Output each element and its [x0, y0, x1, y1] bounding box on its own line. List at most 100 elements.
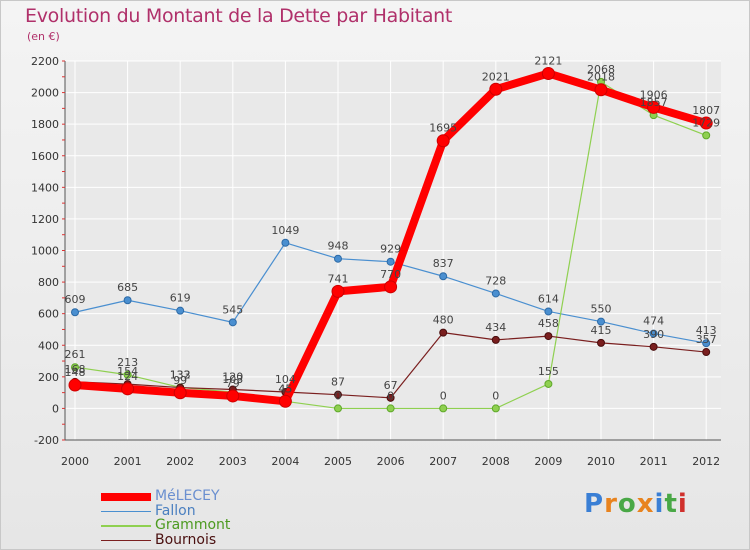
data-point-bournois	[544, 332, 553, 341]
data-point-fallon	[176, 306, 185, 315]
y-tick-label: 200	[38, 371, 59, 384]
data-label-bournois: 120	[222, 370, 243, 383]
legend-label-fallon: Fallon	[155, 502, 196, 519]
data-point-bournois	[334, 390, 342, 399]
legend-swatch-mlecey	[101, 493, 151, 501]
data-point-fallon	[228, 318, 237, 327]
data-label-fallon: 929	[380, 243, 401, 256]
x-tick-label: 2006	[377, 455, 405, 468]
y-tick-label: 600	[38, 308, 59, 321]
data-label-mlecey: 45	[278, 382, 292, 395]
data-label-bournois: 357	[696, 333, 717, 346]
data-point-grammont	[71, 363, 79, 372]
data-point-fallon	[597, 317, 605, 326]
y-tick-label: 1000	[31, 245, 59, 258]
x-tick-label: 2002	[166, 455, 194, 468]
data-point-fallon	[123, 296, 132, 305]
chart-unit: (en €)	[27, 30, 60, 43]
data-label-fallon: 545	[222, 303, 243, 316]
data-label-grammont: 1729	[692, 116, 720, 129]
data-label-grammont: 155	[538, 365, 559, 378]
data-label-grammont: 261	[65, 348, 86, 361]
data-point-mlecey	[699, 116, 713, 130]
data-point-fallon	[334, 254, 342, 263]
x-tick-label: 2011	[640, 455, 668, 468]
data-point-fallon	[544, 307, 553, 316]
data-point-mlecey	[647, 100, 661, 114]
data-label-grammont: 103	[222, 373, 243, 386]
data-label-fallon: 413	[696, 324, 717, 337]
data-label-fallon: 948	[328, 240, 349, 253]
data-label-mlecey: 1807	[692, 104, 720, 117]
x-tick-label: 2003	[219, 455, 247, 468]
y-tick-label: 0	[52, 402, 59, 415]
y-tick-label: 1400	[31, 181, 59, 194]
y-tick-label: 2200	[31, 55, 59, 68]
data-point-grammont	[544, 379, 553, 388]
data-label-grammont: 0	[387, 389, 394, 402]
y-tick-label: 1600	[31, 150, 59, 163]
data-label-mlecey: 148	[65, 366, 86, 379]
data-label-grammont: 0	[492, 389, 499, 402]
data-point-mlecey	[331, 284, 345, 298]
data-label-bournois: 67	[384, 379, 398, 392]
data-point-grammont	[491, 404, 500, 413]
data-label-bournois: 87	[331, 376, 345, 389]
x-tick-label: 2009	[534, 455, 562, 468]
data-point-fallon	[702, 339, 711, 348]
data-point-mlecey	[278, 394, 292, 408]
y-tick-label: 400	[38, 339, 59, 352]
x-tick-label: 2004	[271, 455, 299, 468]
data-label-fallon: 614	[538, 292, 559, 305]
y-tick-label: 1200	[31, 213, 59, 226]
data-point-mlecey	[594, 83, 608, 97]
data-label-mlecey: 124	[117, 370, 138, 383]
x-tick-label: 2012	[692, 455, 720, 468]
data-label-mlecey: 770	[380, 268, 401, 281]
data-label-grammont: 213	[117, 356, 138, 369]
data-label-fallon: 474	[643, 315, 664, 328]
data-label-grammont: 45	[278, 382, 292, 395]
data-label-grammont: 0	[335, 389, 342, 402]
data-point-fallon	[649, 329, 658, 338]
data-label-bournois: 434	[485, 321, 506, 334]
data-point-fallon	[491, 289, 500, 298]
legend-label-grammont: Grammont	[155, 517, 231, 533]
y-tick-label: 1800	[31, 118, 59, 131]
y-tick-label: -200	[34, 434, 59, 447]
data-label-fallon: 609	[65, 293, 86, 306]
data-point-bournois	[702, 348, 711, 357]
data-point-fallon	[386, 257, 395, 266]
data-label-bournois: 415	[591, 324, 612, 337]
data-label-bournois: 458	[538, 317, 559, 330]
data-point-bournois	[649, 342, 658, 351]
data-label-bournois: 154	[117, 365, 138, 378]
data-point-fallon	[281, 238, 290, 247]
legend-swatch-fallon	[101, 510, 151, 513]
data-point-grammont	[439, 404, 448, 413]
legend-swatch-bournois	[101, 539, 151, 542]
data-label-mlecey: 2021	[482, 70, 510, 83]
legend-swatch-grammont	[101, 525, 151, 527]
x-tick-label: 2008	[482, 455, 510, 468]
data-label-mlecey: 2018	[587, 71, 615, 84]
y-tick-label: 2000	[31, 87, 59, 100]
data-label-fallon: 728	[485, 274, 506, 287]
data-point-grammont	[702, 131, 711, 140]
data-label-grammont: 0	[440, 389, 447, 402]
data-label-mlecey: 741	[328, 272, 349, 285]
proxiti-logo: Proxiti	[584, 489, 688, 519]
data-label-grammont: 2068	[587, 63, 615, 76]
data-point-mlecey	[489, 82, 503, 96]
data-point-mlecey	[541, 66, 555, 80]
data-point-bournois	[491, 335, 500, 344]
legend-label-mlecey: MéLECEY	[155, 488, 220, 504]
data-point-fallon	[439, 272, 448, 281]
data-label-mlecey: 99	[173, 374, 187, 387]
x-tick-label: 2005	[324, 455, 352, 468]
data-point-mlecey	[226, 389, 240, 403]
data-label-grammont: 133	[170, 368, 191, 381]
data-point-bournois	[386, 393, 395, 402]
data-point-bournois	[597, 338, 605, 347]
data-point-mlecey	[384, 280, 398, 294]
